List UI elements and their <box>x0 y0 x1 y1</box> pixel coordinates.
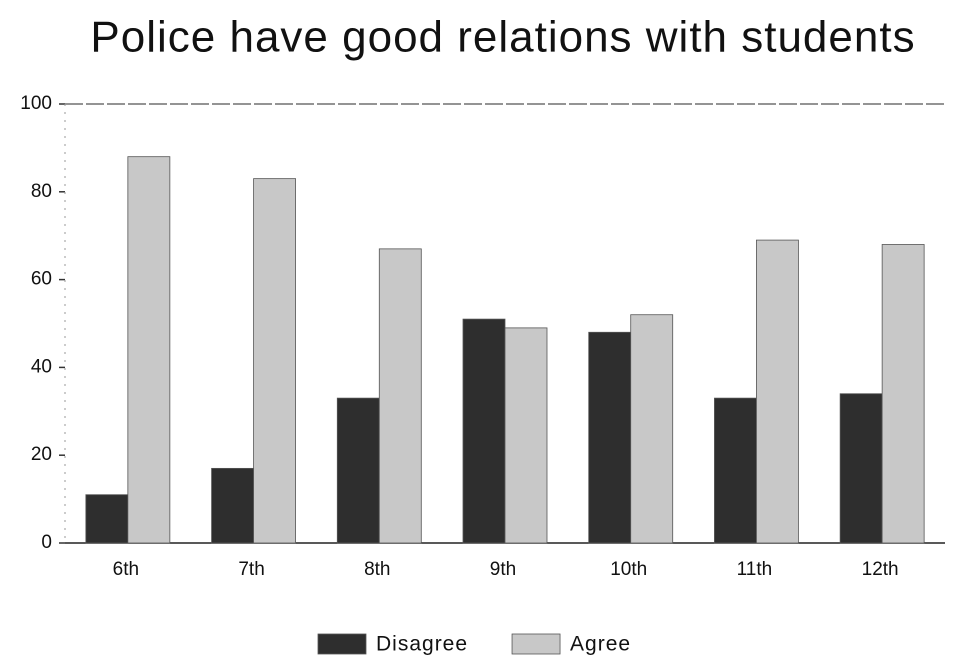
bar <box>839 393 883 544</box>
bar <box>127 156 171 544</box>
bar <box>630 314 674 544</box>
x-tick-label: 6th <box>113 559 139 580</box>
bar <box>336 397 380 544</box>
bar <box>756 239 799 544</box>
chart-title: Police have good relations with students <box>90 13 915 62</box>
x-tick-label: 10th <box>610 559 647 580</box>
bar <box>211 467 254 544</box>
y-tick-label: 20 <box>31 444 52 465</box>
x-tick-label: 11th <box>737 559 773 580</box>
x-tick-label: 8th <box>364 559 390 580</box>
x-tick-label: 9th <box>490 559 516 580</box>
x-tick-label: 7th <box>238 559 264 580</box>
bar <box>85 494 129 544</box>
legend-label: Disagree <box>376 633 468 656</box>
bar <box>462 318 506 544</box>
x-tick-label: 12th <box>862 559 899 580</box>
legend-swatch <box>511 633 561 655</box>
legend-label: Agree <box>570 633 631 656</box>
legend-swatch <box>317 633 367 655</box>
y-tick-label: 0 <box>41 532 52 553</box>
bar <box>714 397 757 544</box>
y-tick-label: 80 <box>31 181 52 202</box>
bar <box>504 327 548 544</box>
y-tick-label: 40 <box>31 356 52 377</box>
bar <box>378 248 422 544</box>
y-tick-label: 100 <box>20 93 52 114</box>
bar <box>588 331 632 544</box>
bar <box>253 178 296 544</box>
y-tick-label: 60 <box>31 269 52 290</box>
bar <box>881 244 925 544</box>
